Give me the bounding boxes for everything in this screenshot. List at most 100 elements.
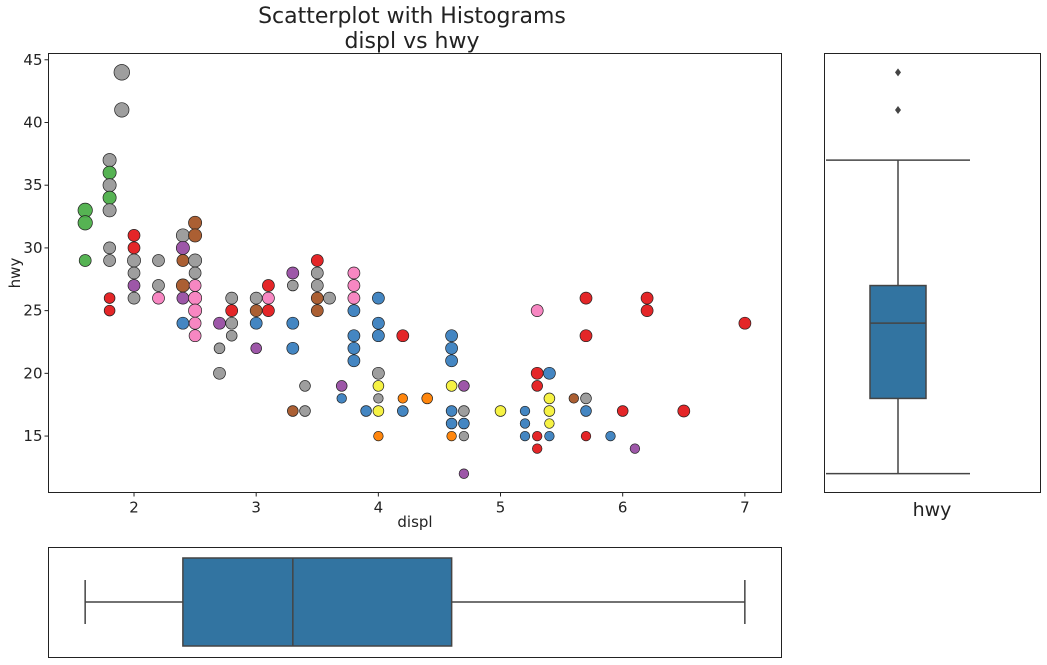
bottom-boxplot-frame — [48, 547, 782, 658]
scatter-point — [249, 291, 263, 305]
scatter-point — [175, 240, 190, 255]
scatter-point — [286, 341, 300, 355]
scatter-point — [458, 405, 470, 417]
scatter-point — [458, 430, 470, 442]
scatter-point — [372, 366, 385, 380]
scatter-point — [102, 153, 117, 168]
scatter-point — [347, 304, 361, 317]
scatter-point — [175, 278, 190, 293]
scatter-point — [310, 291, 324, 305]
chart-title: Scatterplot with Histograms — [258, 4, 566, 29]
scatter-point — [445, 380, 458, 392]
y-tick-labels: 15 20 25 30 35 40 45 — [23, 51, 49, 445]
scatter-point — [310, 279, 324, 292]
scatter-point — [372, 405, 385, 417]
vertical-boxplot — [826, 68, 970, 475]
scatter-point — [176, 254, 190, 267]
scatter-point — [152, 254, 165, 267]
scatter-point — [616, 405, 629, 417]
scatter-point — [519, 418, 531, 429]
scatter-point — [360, 405, 372, 417]
scatter-point — [372, 316, 385, 330]
scatter-point — [103, 254, 116, 267]
x-tick-label: 3 — [251, 499, 261, 517]
x-tick-label: 6 — [618, 499, 628, 517]
scatter-point — [445, 417, 458, 430]
scatter-point — [78, 254, 92, 267]
scatter-point — [310, 266, 324, 280]
y-tick-label: 25 — [23, 302, 42, 320]
scatter-frame — [48, 53, 782, 493]
bottom-boxplot-panel — [48, 547, 782, 658]
scatter-point — [543, 405, 556, 417]
scatter-point — [445, 341, 458, 355]
scatter-point — [188, 291, 203, 306]
x-tick-label: 5 — [496, 499, 506, 517]
scatter-point — [532, 430, 543, 442]
scatter-point — [543, 366, 556, 380]
scatter-point — [544, 430, 555, 442]
box-iqr — [869, 284, 927, 400]
scatter-point — [336, 393, 347, 404]
scatter-point — [446, 430, 457, 442]
y-tick-label: 30 — [23, 239, 42, 257]
scatter-point — [188, 215, 203, 230]
x-tick-labels: 2 3 4 5 6 7 — [129, 492, 750, 517]
scatter-point — [347, 291, 361, 305]
outlier-marker — [895, 105, 901, 114]
scatter-point — [445, 354, 458, 368]
scatter-point — [127, 266, 141, 280]
scatter-point — [738, 316, 752, 330]
scatter-point — [213, 316, 226, 330]
scatter-point — [530, 304, 544, 317]
scatter-point — [372, 380, 385, 392]
scatter-point — [347, 329, 361, 343]
scatter-point — [286, 316, 300, 330]
scatter-point — [310, 254, 324, 267]
scatter-point — [299, 380, 311, 392]
scatter-point — [213, 366, 226, 380]
scatter-point — [225, 316, 239, 330]
scatter-point — [579, 291, 593, 305]
scatter-point — [262, 279, 275, 292]
scatter-point — [152, 279, 165, 292]
scatter-point — [188, 329, 202, 343]
y-tick-label: 15 — [23, 427, 42, 445]
scatter-point — [677, 404, 691, 418]
scatter-point — [188, 228, 203, 243]
scatter-point — [335, 380, 348, 392]
scatter-point — [640, 291, 654, 305]
outlier-marker — [895, 68, 901, 77]
right-boxplot-label: hwy — [913, 499, 952, 521]
scatter-point — [262, 304, 275, 317]
scatter-point — [580, 392, 592, 405]
x-tick-label: 4 — [374, 499, 384, 517]
scatter-point — [494, 405, 507, 417]
scatter-point — [580, 405, 592, 417]
scatter-point — [323, 291, 336, 305]
scatter-point — [458, 417, 470, 430]
scatter-point — [225, 304, 239, 317]
scatter-point — [113, 64, 130, 81]
y-tick-label: 45 — [23, 51, 42, 69]
scatter-point — [458, 468, 470, 479]
scatter-point — [188, 253, 203, 268]
box-iqr — [182, 557, 453, 647]
scatter-point — [176, 291, 190, 305]
scatter-point — [250, 342, 262, 355]
scatter-point — [225, 329, 238, 342]
x-axis-label: displ — [397, 513, 432, 531]
scatter-point — [127, 291, 141, 305]
scatter-point — [347, 341, 361, 355]
scatter-point — [445, 329, 458, 343]
scatter-point — [530, 366, 544, 380]
scatter-point — [262, 291, 275, 305]
scatter-point — [287, 279, 299, 292]
scatter-point — [287, 405, 299, 417]
scatter-point — [102, 203, 117, 218]
scatter-point — [396, 329, 410, 343]
right-boxplot-frame — [824, 53, 1041, 493]
scatter-point — [605, 430, 616, 442]
scatter-point — [544, 418, 555, 429]
